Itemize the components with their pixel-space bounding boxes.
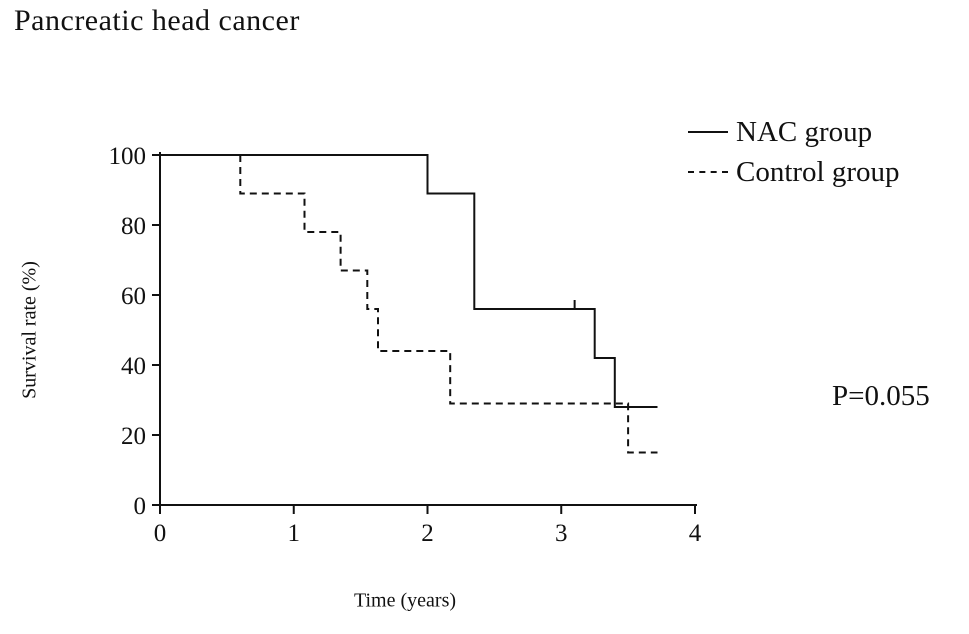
y-tick-label: 100: [109, 143, 147, 170]
solid-line-sample: [688, 131, 728, 133]
legend-label-nac: NAC group: [736, 115, 873, 148]
y-tick-label: 40: [121, 353, 146, 380]
y-axis-label: Survival rate (%): [18, 261, 41, 399]
legend: NAC group Control group: [688, 112, 900, 192]
x-tick-label: 0: [154, 520, 167, 547]
dashed-line-sample: [688, 171, 728, 173]
legend-item-control: Control group: [688, 152, 900, 192]
nac-survival-curve: [160, 154, 658, 408]
figure-title: Pancreatic head cancer: [14, 4, 300, 37]
x-tick-label: 1: [288, 520, 301, 547]
y-tick-label: 80: [121, 213, 146, 240]
p-value-annotation: P=0.055: [832, 380, 930, 412]
y-tick-label: 60: [121, 283, 146, 310]
x-tick-label: 2: [421, 520, 434, 547]
y-tick-label: 0: [134, 493, 147, 520]
x-tick-label: 3: [555, 520, 568, 547]
x-axis-label: Time (years): [353, 589, 457, 612]
x-tick-label: 4: [689, 520, 702, 547]
legend-label-control: Control group: [736, 155, 900, 188]
legend-item-nac: NAC group: [688, 112, 900, 152]
y-tick-label: 20: [121, 423, 146, 450]
control-survival-curve: [239, 155, 658, 454]
